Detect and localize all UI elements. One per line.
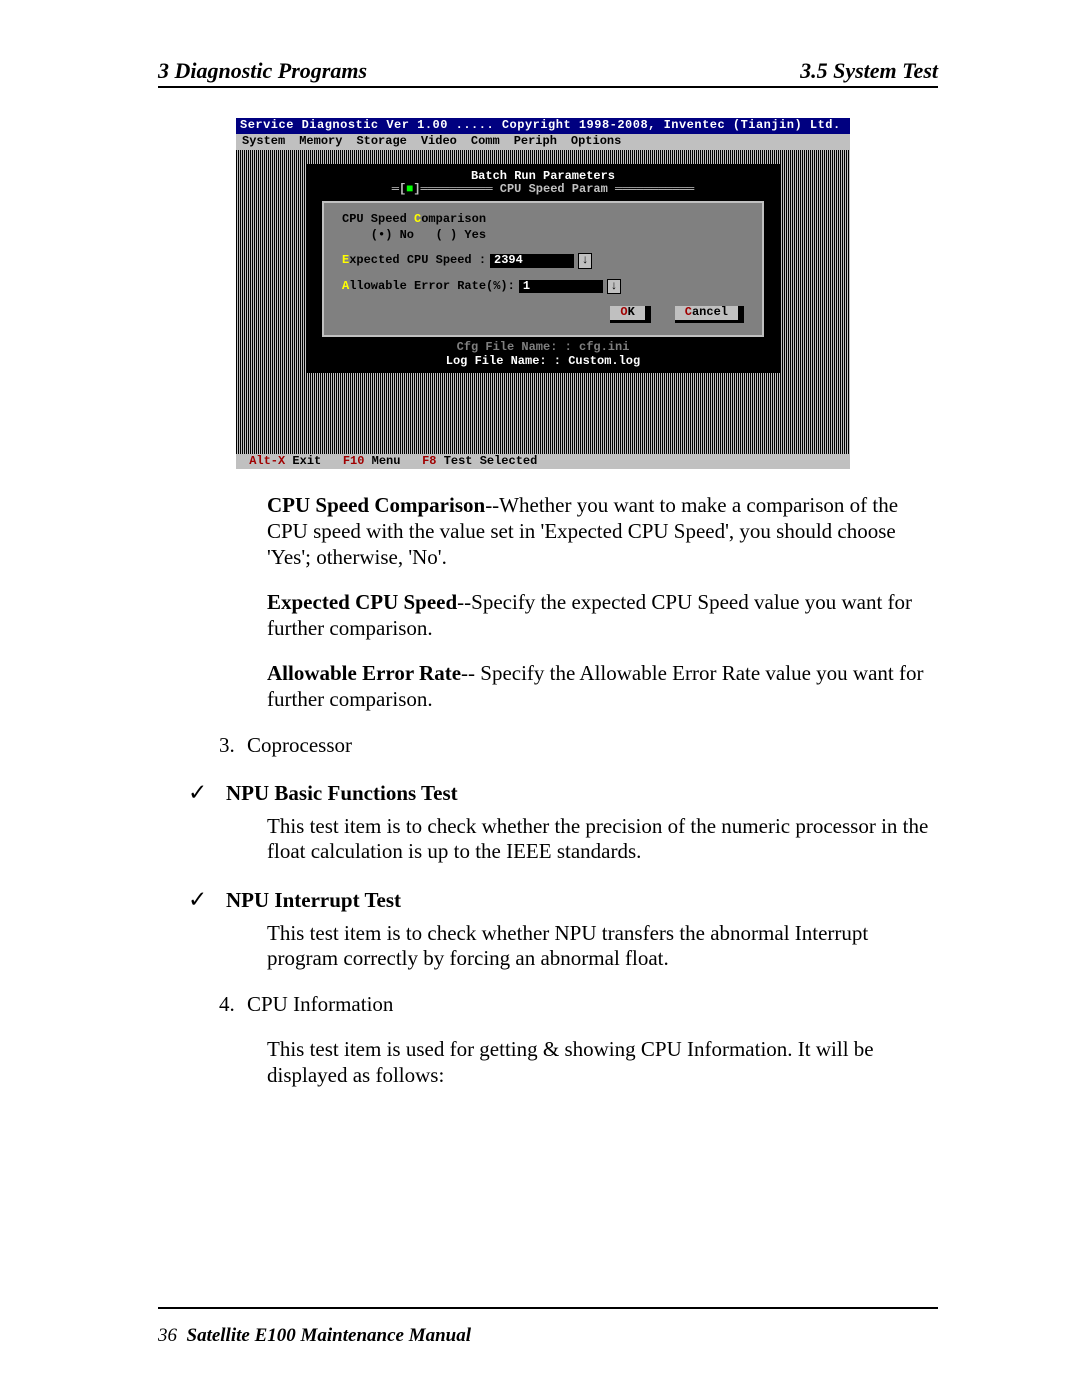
- npu-interrupt-body: This test item is to check whether NPU t…: [267, 921, 938, 972]
- dos-menu-bar: System Memory Storage Video Comm Periph …: [236, 134, 850, 150]
- allowable-error-rate-input[interactable]: 1: [519, 280, 603, 294]
- header-right: 3.5 System Test: [800, 58, 938, 84]
- menu-storage[interactable]: Storage: [356, 135, 406, 149]
- ok-button[interactable]: OK: [610, 306, 650, 323]
- item-3-coprocessor: 3.Coprocessor: [219, 733, 938, 758]
- menu-options[interactable]: Options: [571, 135, 621, 149]
- panel-subtitle: ═[■]══════════ CPU Speed Param ═════════…: [310, 183, 776, 201]
- cpu-speed-comparison-label: CPU Speed Comparison: [342, 213, 748, 227]
- dos-screenshot: Service Diagnostic Ver 1.00 ..... Copyri…: [236, 118, 938, 469]
- manual-title: Satellite E100 Maintenance Manual: [187, 1325, 472, 1346]
- header-left: 3 Diagnostic Programs: [158, 58, 367, 84]
- cpu-speed-param-box: CPU Speed Comparison (•) No ( ) Yes Expe…: [322, 201, 764, 337]
- dos-status-bar: Alt-X Exit F10 Menu F8 Test Selected: [236, 454, 850, 470]
- npu-basic-functions-body: This test item is to check whether the p…: [267, 814, 938, 865]
- menu-periph[interactable]: Periph: [514, 135, 557, 149]
- batch-run-panel: Batch Run Parameters ═[■]══════════ CPU …: [306, 164, 780, 373]
- expected-cpu-speed-input[interactable]: 2394: [490, 254, 574, 268]
- menu-video[interactable]: Video: [421, 135, 457, 149]
- para-expected-cpu-speed: Expected CPU Speed--Specify the expected…: [267, 590, 938, 641]
- menu-memory[interactable]: Memory: [299, 135, 342, 149]
- para-cpu-speed-comparison: CPU Speed Comparison--Whether you want t…: [267, 493, 938, 570]
- npu-interrupt-heading: ✓ NPU Interrupt Test: [188, 887, 938, 913]
- menu-comm[interactable]: Comm: [471, 135, 500, 149]
- cfg-file-line: Cfg File Name: : cfg.ini: [310, 341, 776, 355]
- page-footer: 36 Satellite E100 Maintenance Manual: [158, 1307, 938, 1347]
- item-4-cpu-information: 4.CPU Information: [219, 992, 938, 1017]
- expected-cpu-speed-field: Expected CPU Speed : 2394 ↓: [342, 253, 748, 269]
- page-number: 36: [158, 1325, 177, 1346]
- checkmark-icon: ✓: [188, 780, 226, 806]
- panel-title: Batch Run Parameters: [310, 168, 776, 184]
- cancel-button[interactable]: Cancel: [675, 306, 744, 323]
- checkmark-icon: ✓: [188, 887, 226, 913]
- log-file-line: Log File Name: : Custom.log: [310, 355, 776, 369]
- spin-down-icon[interactable]: ↓: [607, 279, 621, 295]
- menu-system[interactable]: System: [242, 135, 285, 149]
- item-4-body: This test item is used for getting & sho…: [267, 1037, 938, 1088]
- npu-basic-functions-heading: ✓ NPU Basic Functions Test: [188, 780, 938, 806]
- spin-down-icon[interactable]: ↓: [578, 253, 592, 269]
- no-yes-radio[interactable]: (•) No ( ) Yes: [342, 229, 748, 243]
- page-header: 3 Diagnostic Programs 3.5 System Test: [158, 58, 938, 88]
- allowable-error-rate-field: Allowable Error Rate(%): 1 ↓: [342, 279, 748, 295]
- para-allowable-error-rate: Allowable Error Rate-- Specify the Allow…: [267, 661, 938, 712]
- dos-title-bar: Service Diagnostic Ver 1.00 ..... Copyri…: [236, 118, 850, 134]
